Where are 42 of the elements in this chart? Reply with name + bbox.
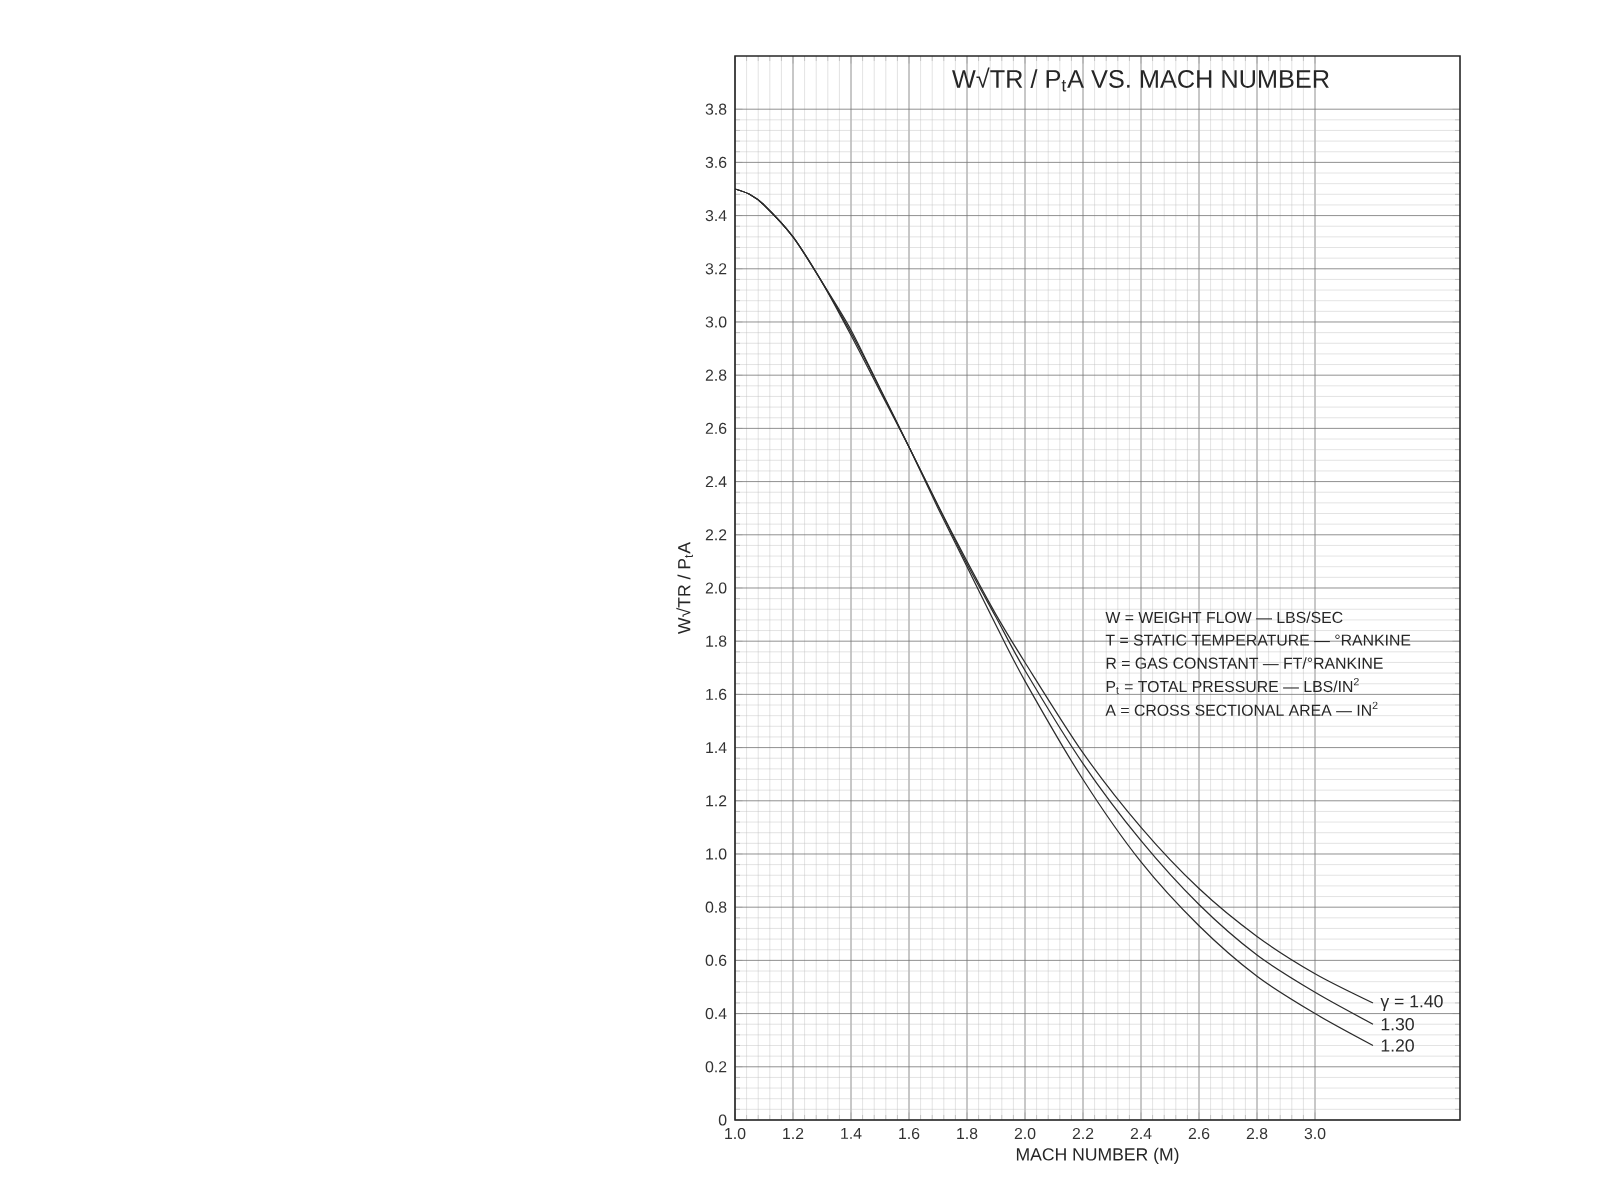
series-label: γ = 1.40 — [1380, 994, 1443, 1011]
x-tick-label: 1.0 — [725, 1127, 746, 1140]
annotation: A = CROSS SECTIONAL AREA — IN$^{2}$ — [1105, 701, 1378, 716]
y-tick-label: 0.8 — [705, 901, 727, 913]
y-tick-label: 2.6 — [705, 422, 727, 434]
y-tick-label: 1.4 — [706, 742, 727, 754]
y-tick-label: 3.4 — [705, 209, 727, 222]
y-tick-label: 0.6 — [705, 954, 727, 966]
y-tick-label: 3.6 — [705, 156, 727, 168]
x-tick-label: 3.0 — [1304, 1127, 1326, 1140]
x-tick-label: 1.4 — [841, 1127, 862, 1139]
series-label: 1.30 — [1381, 1018, 1414, 1031]
x-axis-title: MACH NUMBER (M) — [1016, 1147, 1179, 1165]
y-tick-label: 1.2 — [706, 795, 727, 807]
x-tick-label: 2.8 — [1246, 1127, 1268, 1140]
annotation: T = STATIC TEMPERATURE — °RANKINE — [1105, 634, 1411, 646]
y-tick-label: 3.0 — [705, 316, 727, 328]
y-tick-label: 2.2 — [705, 529, 727, 541]
x-tick-label: 2.6 — [1188, 1127, 1210, 1140]
y-tick-label: 1.0 — [706, 848, 727, 860]
y-tick-label: 0 — [718, 1114, 727, 1126]
x-tick-label: 1.6 — [899, 1127, 920, 1140]
y-tick-label: 0.2 — [705, 1061, 727, 1073]
x-tick-label: 1.2 — [783, 1127, 804, 1139]
series-label: 1.20 — [1381, 1039, 1414, 1052]
y-tick-label: 3.8 — [705, 103, 727, 115]
x-tick-label: 2.4 — [1130, 1127, 1152, 1139]
y-tick-label: 1.8 — [706, 635, 727, 647]
chart-title: W√TR / P$_{t}$A VS. MACH NUMBER — [952, 67, 1329, 92]
x-tick-label: 2.0 — [1014, 1127, 1036, 1140]
x-tick-label: 1.8 — [957, 1127, 978, 1140]
annotation: R = GAS CONSTANT — FT/°RANKINE — [1106, 657, 1383, 669]
annotation: P$_{t}$ = TOTAL PRESSURE — LBS/IN$^{2}$ — [1106, 677, 1359, 694]
y-tick-label: 2.0 — [705, 582, 727, 594]
annotation: W = WEIGHT FLOW — LBS/SEC — [1105, 611, 1343, 624]
y-tick-label: 2.4 — [705, 476, 727, 488]
y-tick-label: 3.2 — [705, 263, 727, 275]
y-tick-label: 0.4 — [705, 1007, 727, 1020]
y-tick-label: 2.8 — [705, 369, 727, 381]
y-axis-title: W√TR / P$_{t}$A — [676, 542, 693, 634]
y-tick-label: 1.6 — [706, 688, 727, 700]
x-tick-label: 2.2 — [1072, 1127, 1094, 1139]
